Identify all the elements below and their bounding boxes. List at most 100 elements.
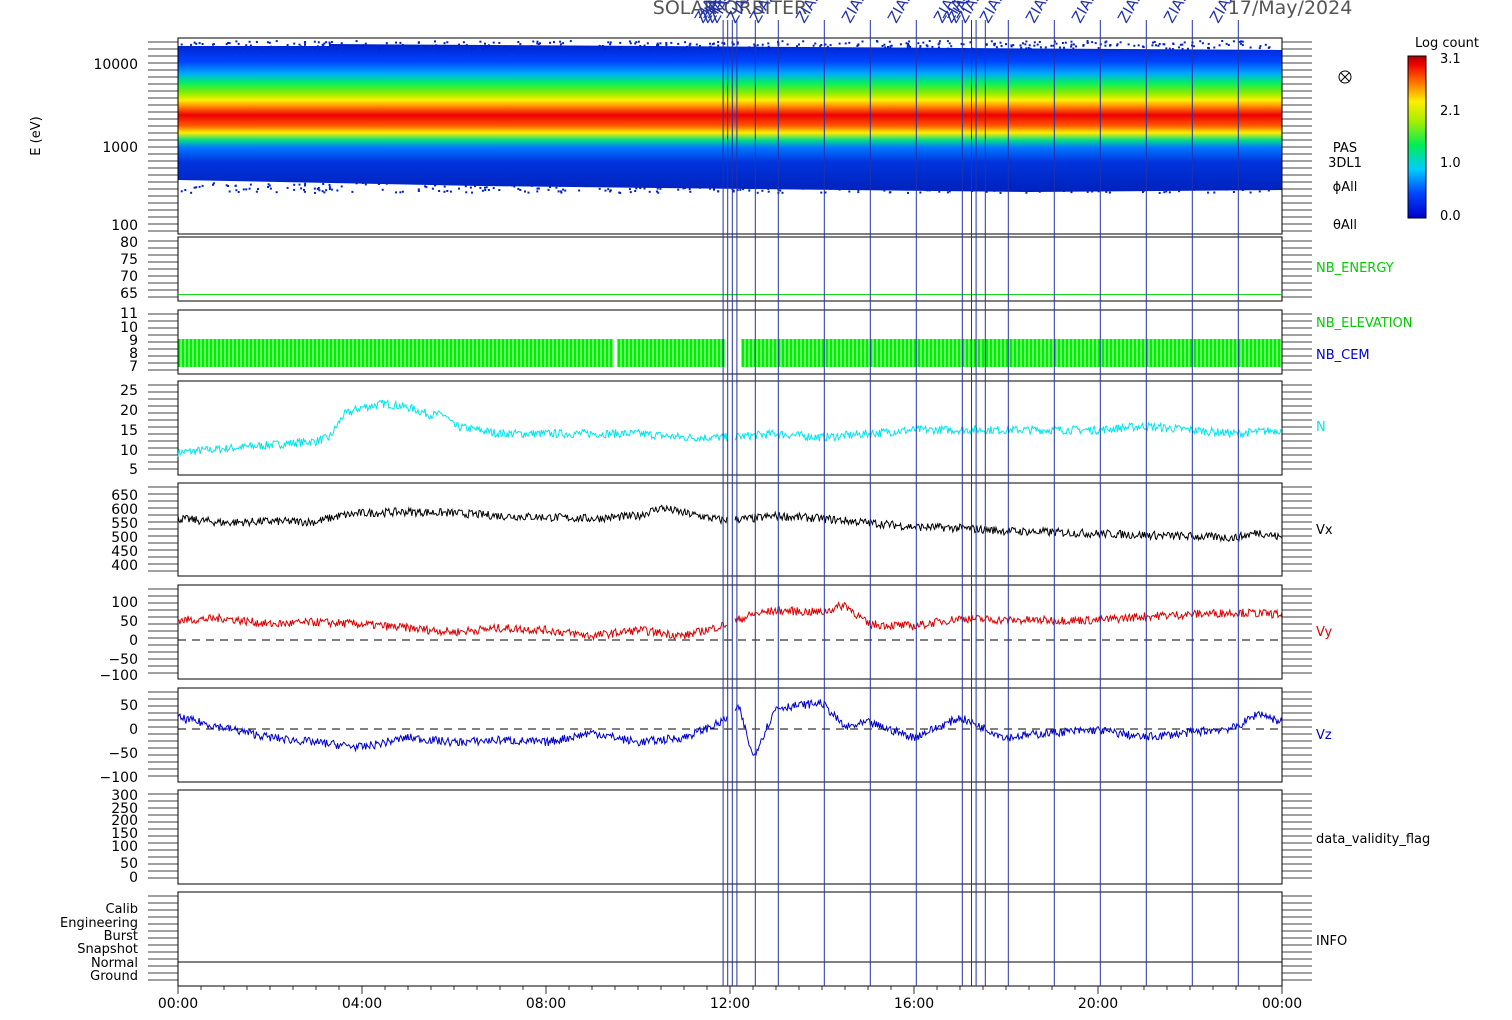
- spectrogram-speckle: [1005, 43, 1007, 46]
- spectrogram-speckle: [917, 186, 920, 189]
- vy-tick-0: 0: [129, 633, 138, 649]
- x-axis: 00:00 04:00 08:00 12:00 16:00 20:00 00:0…: [158, 996, 1302, 1012]
- spectrogram-speckle: [723, 183, 726, 186]
- spectrogram-speckle: [1072, 47, 1075, 50]
- data-validity-label: data_validity_flag: [1316, 832, 1430, 847]
- spectrogram-speckle: [323, 42, 326, 45]
- spectrogram-speckle: [604, 47, 606, 50]
- colorbar-tick-3-1: 3.1: [1440, 52, 1461, 67]
- info-frame: [177, 891, 1283, 987]
- spectrogram-speckle: [190, 43, 193, 46]
- spectrogram-speckle: [907, 44, 910, 47]
- spectrogram-speckle: [1183, 183, 1186, 186]
- spectrogram-speckle: [235, 40, 238, 43]
- spectrogram-speckle: [1207, 183, 1210, 186]
- spectrogram-speckle: [890, 186, 893, 188]
- spectrogram-speckle: [748, 47, 751, 50]
- spectrogram-speckle: [784, 185, 786, 188]
- x-tick-0400: 04:00: [342, 996, 382, 1012]
- spectrogram-speckle: [438, 190, 441, 192]
- series-line-vz: [177, 699, 1283, 756]
- spectrogram-speckle: [665, 42, 668, 44]
- spectrogram-speckle: [559, 190, 562, 193]
- spectrogram-speckle: [767, 188, 770, 190]
- spectrogram-speckle: [578, 46, 581, 48]
- spectrogram-speckle: [1238, 40, 1241, 43]
- spectrogram-speckle: [993, 44, 996, 47]
- spectrogram-speckle: [1063, 190, 1065, 192]
- spectrogram-speckle: [607, 41, 610, 44]
- x-tick-2400: 00:00: [1262, 996, 1302, 1012]
- spectrogram-speckle: [883, 189, 886, 192]
- spectrogram-speckle: [635, 45, 638, 48]
- spectrogram-speckle: [648, 47, 651, 50]
- spectrogram-speckle: [826, 45, 829, 48]
- spectrogram-speckle: [417, 190, 420, 192]
- validity-tick-150: 150: [111, 826, 138, 842]
- spectrogram-speckle: [446, 41, 449, 44]
- spectrogram-speckle: [1050, 44, 1053, 47]
- spectrogram-speckle: [761, 189, 764, 192]
- spectrogram-speckle: [318, 189, 321, 192]
- spectrogram-speckle: [1157, 44, 1160, 47]
- spectrogram-speckle: [960, 42, 963, 45]
- spectrogram-speckle: [267, 186, 269, 188]
- spectrogram-speckle: [318, 48, 321, 50]
- validity-tick-50: 50: [120, 856, 138, 872]
- spectrogram-speckle: [814, 186, 817, 189]
- spectrogram-speckle: [479, 186, 482, 189]
- spectrogram-speckle: [884, 184, 887, 187]
- spectrogram-speckle: [269, 187, 272, 190]
- spectrogram-speckle: [1213, 46, 1216, 49]
- spectrogram-speckle: [1020, 46, 1023, 49]
- vx-label: Vx: [1316, 523, 1333, 538]
- spectrogram-ylabel: E (eV): [29, 116, 44, 155]
- spectrogram-speckle: [1258, 190, 1261, 193]
- vy-tick-100: 100: [111, 595, 138, 611]
- spectrogram-speckle: [313, 40, 316, 43]
- spectrogram-speckle: [546, 45, 548, 48]
- spectrogram-speckle: [381, 188, 384, 191]
- spectrogram-speckle: [536, 40, 539, 43]
- spectrogram-speckle: [909, 46, 912, 48]
- spectrogram-speckle: [1207, 191, 1209, 194]
- spectrogram-speckle: [195, 186, 198, 189]
- spectrogram-speckle: [1241, 186, 1244, 189]
- spectrogram-speckle: [682, 187, 685, 190]
- spectrogram-speckle: [498, 41, 501, 44]
- spectrogram-speckle: [889, 47, 892, 50]
- spectrogram-speckle: [530, 45, 533, 48]
- spectrogram-speckle: [601, 45, 604, 47]
- spectrogram-speckle: [1199, 182, 1202, 185]
- spectrogram-speckle: [820, 44, 823, 46]
- spectrogram-speckle: [820, 191, 823, 194]
- spectrogram-speckle: [637, 185, 640, 188]
- spectrogram-speckle: [537, 187, 540, 190]
- spectrogram-speckle: [1165, 190, 1168, 193]
- spectrogram-speckle: [656, 187, 659, 190]
- spectrogram-speckle: [837, 185, 840, 188]
- data-validity-frame: [177, 789, 1283, 885]
- spectrogram-speckle: [646, 42, 649, 45]
- spectrogram-speckle: [646, 184, 649, 187]
- spectrogram-speckle: [484, 42, 486, 45]
- spectrogram-speckle: [717, 44, 720, 47]
- spectrogram-speckle: [1264, 182, 1267, 185]
- spectrogram-speckle: [875, 182, 878, 185]
- spectrogram-speckle: [1036, 43, 1039, 46]
- spectrogram-speckle: [1061, 42, 1064, 44]
- spectrogram-speckle: [796, 45, 798, 48]
- spectrogram-speckle: [323, 191, 326, 194]
- density-frame: [177, 380, 1283, 476]
- spectrogram-speckle: [316, 188, 319, 191]
- vz-frame: [177, 687, 1283, 783]
- spectrogram-speckle: [510, 47, 513, 50]
- spectrogram-speckle: [907, 47, 910, 50]
- spectrogram-speckle: [269, 45, 272, 48]
- spectrogram-speckle: [1168, 191, 1171, 194]
- spectrogram-speckle: [757, 47, 760, 50]
- density-tick-25: 25: [120, 383, 138, 399]
- spectrogram-speckle: [948, 190, 951, 193]
- spectrogram-speckle: [1116, 182, 1119, 185]
- spectrogram-speckle: [1055, 182, 1058, 185]
